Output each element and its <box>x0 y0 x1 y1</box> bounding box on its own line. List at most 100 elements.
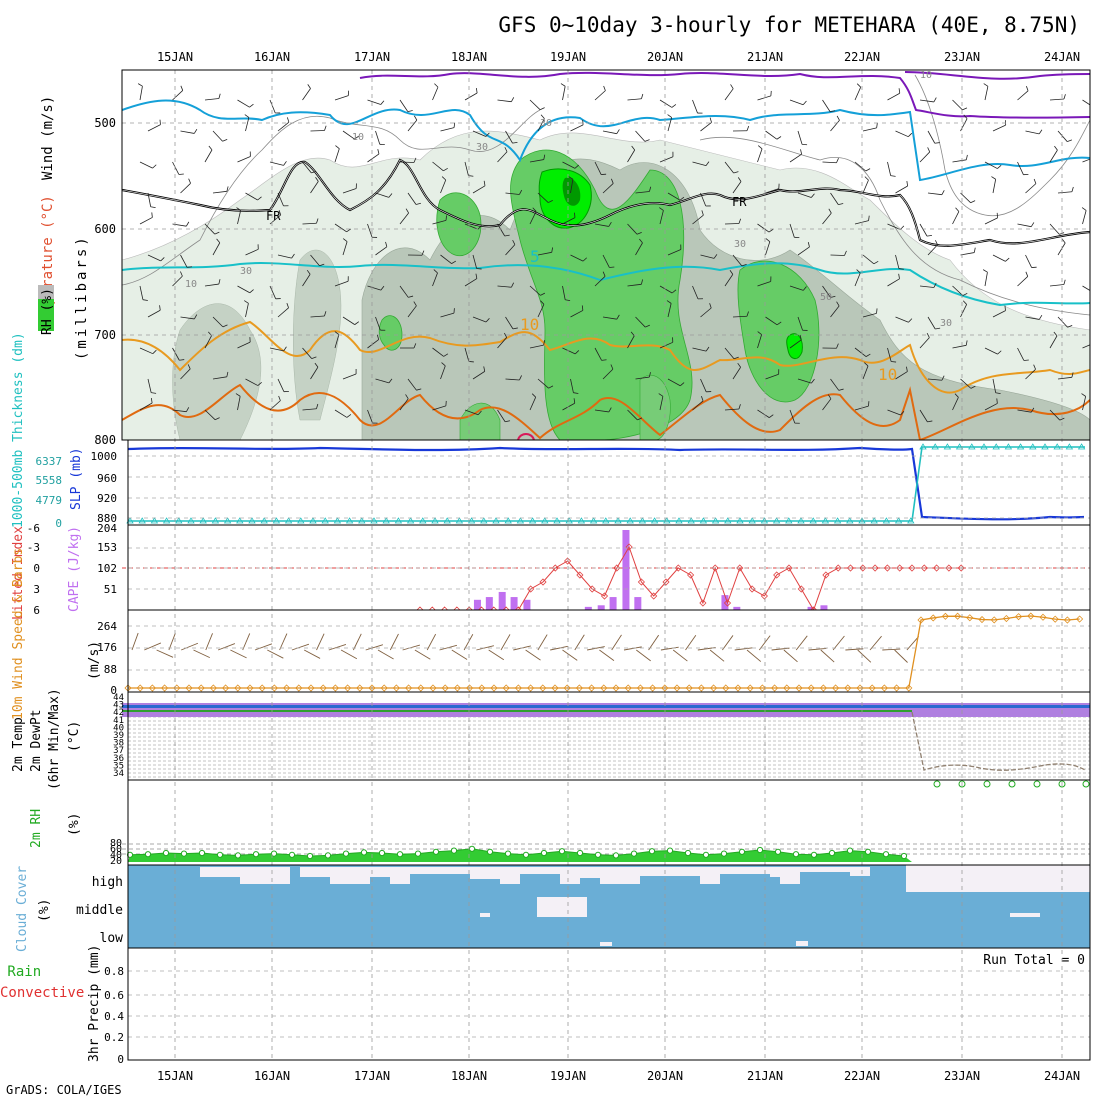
wind-barb-flag <box>876 122 878 128</box>
wind-teal-line <box>122 262 1090 307</box>
cape-bar <box>584 606 592 610</box>
rh2m-marker <box>126 851 134 858</box>
wind-barb <box>375 192 389 198</box>
wind-barb <box>830 192 839 205</box>
lifted-index-marker <box>834 564 842 572</box>
wind10-tick-264: 264 <box>97 620 117 633</box>
wind10-barb <box>636 649 651 662</box>
wind-barb-flag <box>1067 139 1073 142</box>
wind-barb <box>269 347 284 352</box>
thickness-marker <box>687 517 695 524</box>
wind-barb <box>180 254 188 268</box>
wind-barb-flag <box>973 247 976 253</box>
wind10-barb <box>156 649 174 658</box>
ylabel-pressure: (millibars) <box>74 234 90 360</box>
wind-barb <box>635 242 643 256</box>
wind-barb <box>1049 98 1064 101</box>
wind-barb <box>862 179 869 194</box>
thickness-marker <box>455 517 464 524</box>
cloud-clear-cell <box>520 867 560 874</box>
wind-barb-flag <box>991 176 996 180</box>
wind10-barb <box>550 645 568 651</box>
lifted-index-marker <box>428 606 436 610</box>
wind-barb-flag <box>150 206 156 209</box>
thickness-marker <box>321 517 329 524</box>
wind-barb <box>1082 210 1087 225</box>
wind-barb <box>277 254 292 259</box>
wind-barb <box>407 378 417 391</box>
wind-barb-flag <box>800 149 802 155</box>
wind-barb-flag <box>548 200 553 203</box>
temp-tick: 37 <box>113 746 124 756</box>
wind-barb <box>732 254 743 267</box>
wind-barb-flag <box>637 417 643 421</box>
wind-barb <box>432 405 447 411</box>
ylabel-temp2m-1: 2m Temp <box>11 717 26 772</box>
thickness-marker <box>931 443 939 450</box>
wind-barb-flag <box>179 359 185 361</box>
wind-barb <box>594 347 602 361</box>
temp-tick: 38 <box>113 739 124 749</box>
wind10-marker <box>283 684 291 692</box>
rh2m-marker <box>288 851 296 858</box>
wind-barb-flag <box>616 129 620 134</box>
wind-barb <box>464 161 469 176</box>
wind-barb <box>692 285 699 300</box>
wind-barb <box>732 181 742 194</box>
temp-tick: 39 <box>113 731 124 741</box>
cape-bar <box>609 597 617 610</box>
bottom-date-label: 18JAN <box>451 1069 487 1083</box>
rh-label-50: 50 <box>820 292 832 303</box>
wind-barb-flag <box>970 385 976 389</box>
wind-barb <box>172 275 183 287</box>
wind-barb-flag <box>388 193 393 198</box>
wind-barb-flag <box>856 269 861 274</box>
rh2m-tick-60: 60 <box>110 844 122 855</box>
wind-barb-flag <box>733 356 739 360</box>
wind-barb <box>1017 161 1024 175</box>
wind-barb <box>375 316 381 331</box>
thick-tick-0: 0 <box>55 517 62 530</box>
wind10-marker <box>368 684 376 692</box>
thickness-marker <box>370 517 378 524</box>
wind-barb <box>830 305 840 318</box>
wind-barb-flag <box>667 114 672 118</box>
wind-barb <box>464 347 470 362</box>
wind-barb <box>830 120 840 132</box>
cloud-clear-cell <box>796 941 808 946</box>
wind10-barb <box>303 649 321 659</box>
thickness-marker <box>1041 443 1049 450</box>
wind-barb <box>919 285 934 288</box>
wind10-tick-88: 88 <box>104 663 117 676</box>
wind-barb <box>302 88 311 101</box>
lifted-index-marker <box>465 606 473 610</box>
wind-barb <box>180 182 191 194</box>
wind-barb <box>147 309 161 318</box>
wind-barb <box>570 124 584 132</box>
rh2m-marker <box>648 848 656 855</box>
wind-barb-flag <box>512 141 518 144</box>
wind-barb <box>984 272 988 287</box>
wind-barb-flag <box>451 260 457 264</box>
wind-barb-flag <box>737 177 742 182</box>
wind-barb-flag <box>519 189 523 195</box>
wind-barb <box>204 149 213 163</box>
wind-barb-flag <box>380 100 385 105</box>
wind10-barb <box>193 649 211 659</box>
wind10-marker <box>551 684 559 692</box>
wind-barb <box>887 161 892 176</box>
wind-barb-flag <box>543 340 545 346</box>
wind-barb <box>204 223 216 235</box>
wind-barb <box>172 409 187 413</box>
wind-barb-flag <box>574 350 580 355</box>
wind10-barb <box>771 647 790 651</box>
wind-barb <box>277 121 290 132</box>
wind-barb <box>992 378 997 393</box>
temp-tick: 36 <box>113 754 124 764</box>
thickness-marker <box>736 517 744 524</box>
wind-barb-flag <box>283 346 287 352</box>
wind-barb-flag <box>836 343 839 349</box>
wind-barb <box>562 402 575 411</box>
cloud-clear-cell <box>640 867 700 876</box>
